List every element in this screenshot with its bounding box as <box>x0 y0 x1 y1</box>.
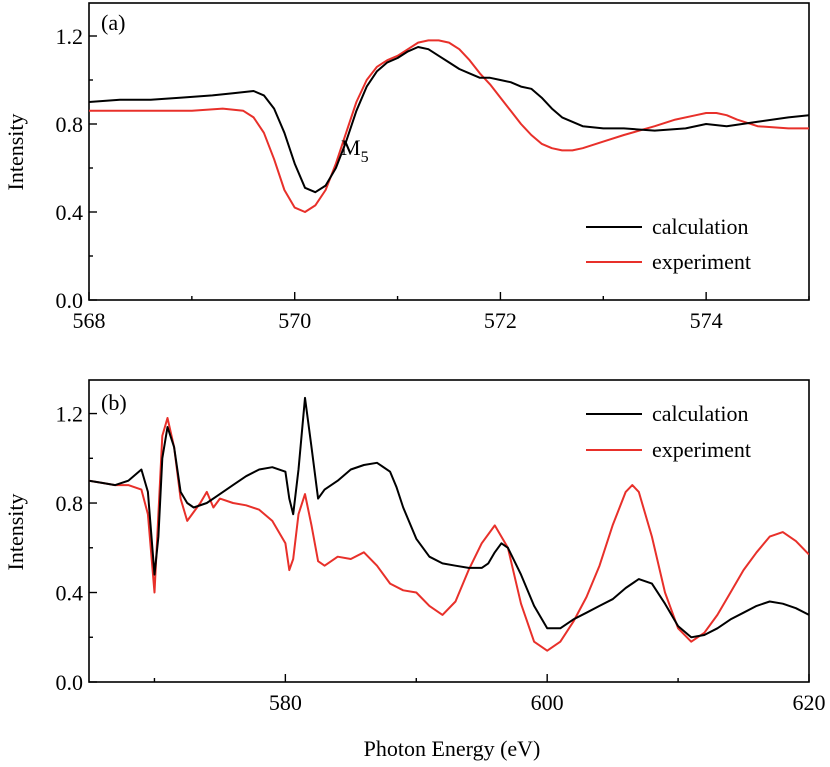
legend-label-experiment-a: experiment <box>652 249 751 274</box>
panel-a: 568 570 572 574 0.0 0.4 0.8 1.2 (a) M5 Intensit… <box>3 2 810 333</box>
panel-b: 580 600 620 0.0 0.4 0.8 1.2 (b) Intensity Phot… <box>3 379 826 761</box>
y-tick-label: 0.4 <box>56 581 84 606</box>
annotation-main: M <box>341 135 361 160</box>
y-tick-label: 0.0 <box>56 670 84 695</box>
ticks-b: 580 600 620 0.0 0.4 0.8 1.2 <box>56 402 826 715</box>
annotation-subscript: 5 <box>361 149 369 166</box>
series-line-experiment <box>89 417 809 652</box>
series-line-calculation <box>89 46 809 194</box>
legend-a: calculation experiment <box>586 214 751 274</box>
ylabel-b: Intensity <box>3 494 28 571</box>
series-line-calculation <box>89 396 809 639</box>
series-layer-b <box>89 396 809 652</box>
x-tick-label: 572 <box>484 308 517 333</box>
panel-label-a: (a) <box>101 10 125 35</box>
legend-b: calculation experiment <box>586 401 751 462</box>
xlabel-b: Photon Energy (eV) <box>364 736 541 761</box>
ticks-a: 568 570 572 574 0.0 0.4 0.8 1.2 <box>56 24 810 333</box>
y-tick-label: 1.2 <box>56 24 84 49</box>
y-tick-label: 0.8 <box>56 491 84 516</box>
y-tick-label: 0.4 <box>56 200 84 225</box>
plot-frame-b <box>88 379 810 683</box>
x-tick-label: 568 <box>73 308 106 333</box>
legend-label-calculation-a: calculation <box>652 214 749 239</box>
legend-label-experiment-b: experiment <box>652 437 751 462</box>
ylabel-a: Intensity <box>3 114 28 191</box>
y-tick-label: 0.8 <box>56 112 84 137</box>
x-tick-label: 574 <box>690 308 723 333</box>
y-tick-label: 1.2 <box>56 402 84 427</box>
series-layer-a <box>89 39 809 213</box>
x-tick-label: 600 <box>531 690 564 715</box>
annotation-m5: M5 <box>341 135 369 166</box>
x-tick-label: 620 <box>793 690 826 715</box>
x-tick-label: 580 <box>269 690 302 715</box>
y-tick-label: 0.0 <box>56 288 84 313</box>
panel-label-b: (b) <box>101 390 127 415</box>
series-line-experiment <box>89 39 809 213</box>
plot-frame-a <box>88 2 810 301</box>
legend-label-calculation-b: calculation <box>652 401 749 426</box>
x-tick-label: 570 <box>278 308 311 333</box>
